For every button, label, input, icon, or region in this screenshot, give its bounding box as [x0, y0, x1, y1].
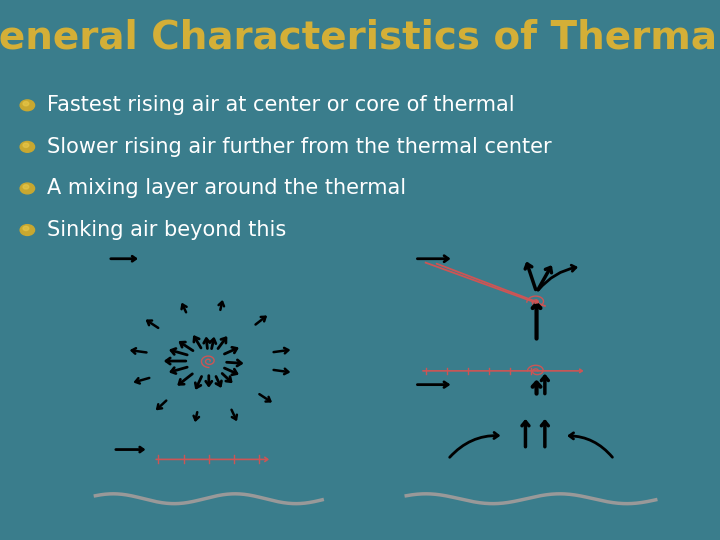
Text: Sinking air beyond this: Sinking air beyond this — [47, 220, 286, 240]
Circle shape — [23, 143, 29, 147]
Text: General Characteristics of Thermals: General Characteristics of Thermals — [0, 19, 720, 57]
Text: A mixing layer around the thermal: A mixing layer around the thermal — [47, 178, 406, 199]
Text: Fastest rising air at center or core of thermal: Fastest rising air at center or core of … — [47, 95, 514, 116]
Text: Slower rising air further from the thermal center: Slower rising air further from the therm… — [47, 137, 552, 157]
Circle shape — [23, 226, 29, 231]
Circle shape — [23, 102, 29, 106]
Circle shape — [20, 100, 35, 111]
Circle shape — [20, 183, 35, 194]
Circle shape — [20, 141, 35, 152]
Circle shape — [23, 185, 29, 189]
Circle shape — [20, 225, 35, 235]
